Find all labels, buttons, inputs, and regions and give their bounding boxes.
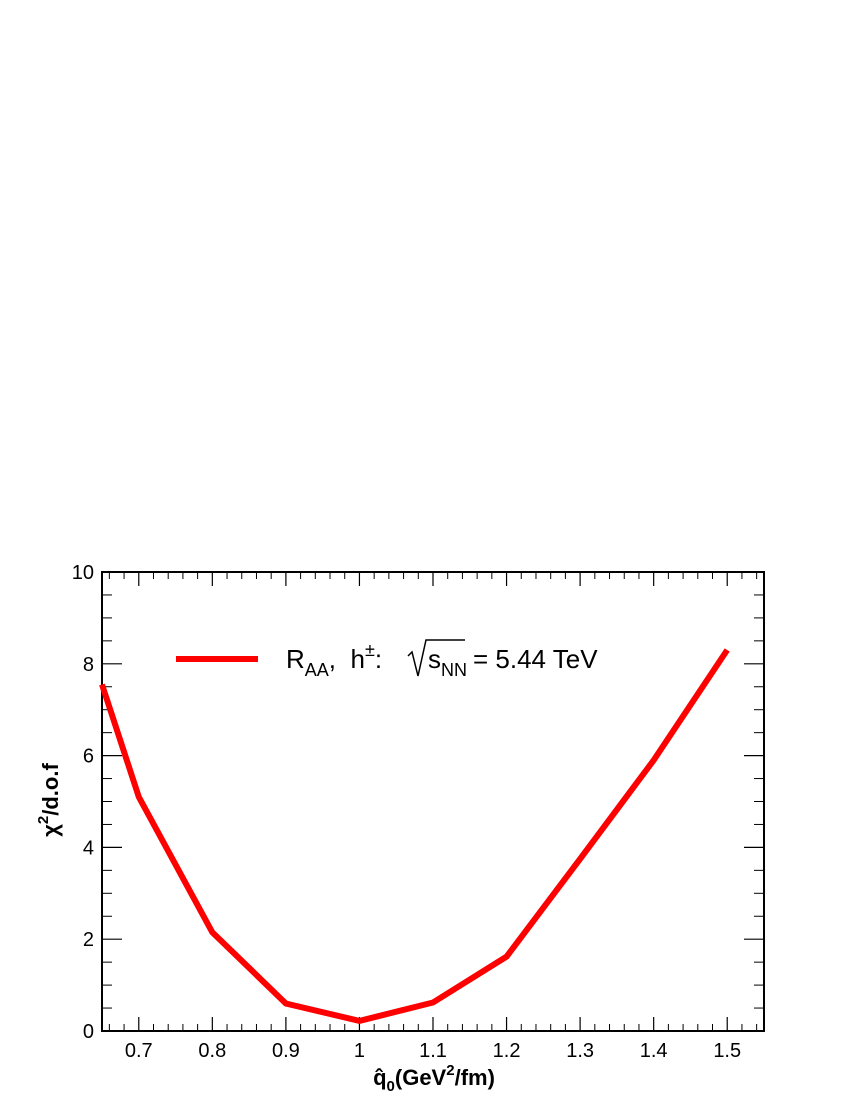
sqrt-symbol	[407, 639, 465, 677]
legend-r-sub: AA	[305, 660, 329, 680]
legend-s-sub: NN	[441, 660, 467, 680]
axis-tick-labels: 0.7 0.8 0.9 1 1.1 1.2 1.3 1.4 1.5 0 2 4 6 8 10	[72, 562, 741, 1062]
y-tick-label: 0	[83, 1021, 94, 1043]
series-line	[99, 648, 730, 1024]
x-tick-label: 1.3	[566, 1040, 594, 1062]
x-axis-title-main: q̂	[373, 1065, 386, 1090]
x-axis-title-rest: (GeV	[395, 1065, 447, 1090]
y-axis-title: χ2/d.o.f	[35, 763, 63, 837]
legend-energy: sNN = 5.44 TeV	[428, 644, 598, 680]
y-axis-title-main: χ	[38, 824, 63, 837]
legend-h-sup: ±	[365, 640, 375, 660]
plot-frame	[101, 571, 765, 1032]
x-tick-label: 1.1	[419, 1040, 447, 1062]
legend: RAA, h±: sNN = 5.44 TeV	[176, 639, 598, 680]
legend-label: RAA, h±:	[286, 640, 382, 680]
y-axis-title-rest: /d.o.f	[38, 763, 63, 816]
y-tick-label: 6	[83, 746, 94, 768]
x-tick-label: 0.9	[272, 1040, 300, 1062]
x-axis-title: q̂0(GeV2/fm)	[373, 1062, 495, 1095]
x-tick-label: 0.7	[125, 1040, 153, 1062]
axis-ticks	[102, 571, 764, 1032]
x-tick-label: 1.5	[713, 1040, 741, 1062]
x-axis-title-sup: 2	[446, 1062, 454, 1079]
y-tick-label: 10	[72, 562, 94, 584]
x-tick-label: 1	[354, 1040, 365, 1062]
x-axis-title-tail: /fm)	[455, 1065, 495, 1090]
y-tick-label: 4	[83, 837, 94, 859]
y-tick-label: 8	[83, 654, 94, 676]
legend-colon: :	[375, 644, 382, 674]
legend-s: s	[428, 644, 441, 674]
x-tick-label: 1.4	[640, 1040, 668, 1062]
series-layer	[99, 648, 730, 1024]
x-tick-label: 1.2	[493, 1040, 521, 1062]
x-tick-label: 0.8	[198, 1040, 226, 1062]
x-axis-title-sub: 0	[387, 1078, 395, 1095]
legend-r: R	[286, 644, 305, 674]
legend-energy-value: = 5.44 TeV	[473, 644, 598, 674]
y-axis-title-sup: 2	[35, 816, 52, 824]
y-tick-label: 2	[83, 929, 94, 951]
legend-sep: , h	[329, 644, 365, 674]
